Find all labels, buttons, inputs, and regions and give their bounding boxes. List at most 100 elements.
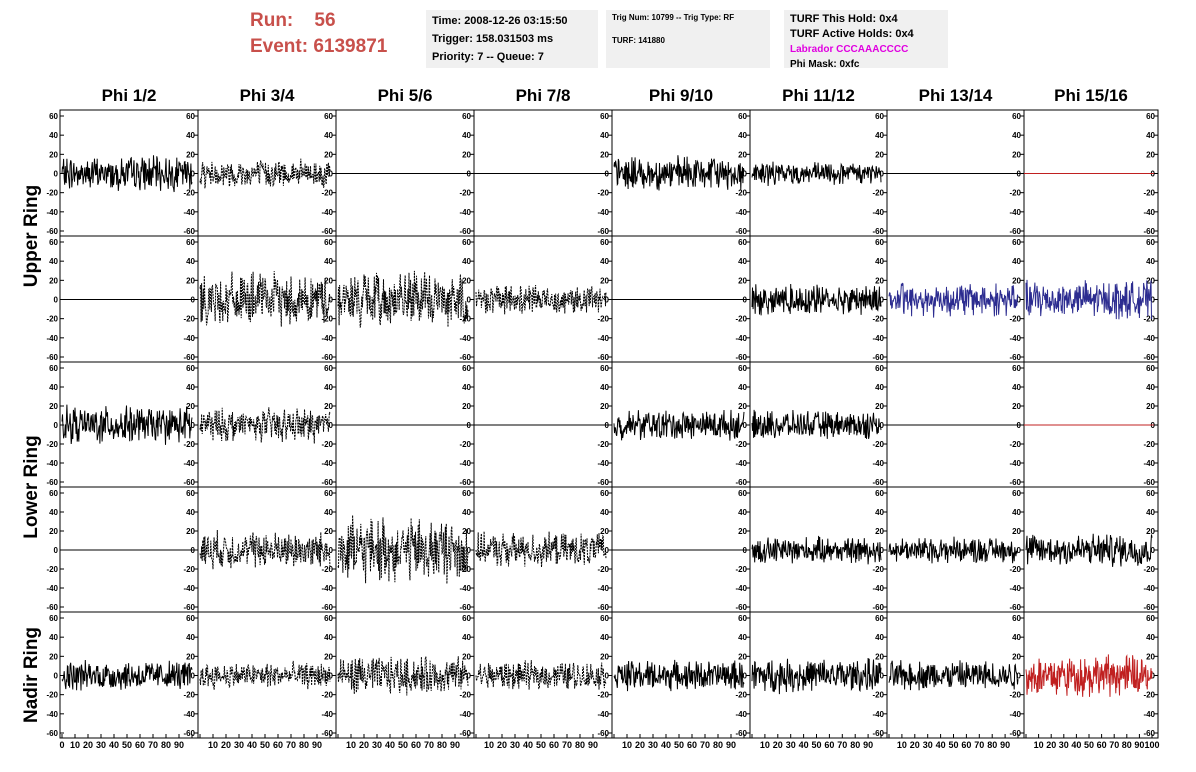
y-tick-label: -60 — [46, 478, 58, 487]
y-tick-label: 40 — [738, 257, 747, 266]
waveform-trace — [475, 531, 607, 568]
y-tick-label: -40 — [459, 584, 471, 593]
y-tick-label: 0 — [329, 170, 334, 179]
labrador-text: Labrador CCCAAACCCC — [790, 44, 909, 55]
y-tick-label: 60 — [1012, 364, 1021, 373]
y-tick-label: -40 — [1009, 334, 1021, 343]
y-tick-label: -20 — [1143, 691, 1155, 700]
x-tick-label: 30 — [96, 740, 106, 750]
y-tick-label: -60 — [872, 603, 884, 612]
y-tick-label: 0 — [467, 296, 472, 305]
waveform-trace — [199, 158, 331, 189]
x-tick-label: 30 — [648, 740, 658, 750]
y-tick-label: 20 — [324, 402, 333, 411]
y-tick-label: -20 — [46, 691, 58, 700]
x-tick-label: 10 — [1034, 740, 1044, 750]
y-tick-label: 0 — [880, 672, 885, 681]
y-tick-label: -20 — [321, 315, 333, 324]
y-tick-label: -40 — [1143, 208, 1155, 217]
y-tick-label: 0 — [1017, 296, 1022, 305]
y-tick-label: 40 — [462, 257, 471, 266]
phi-header: Phi 13/14 — [918, 86, 993, 105]
x-tick-label: 90 — [1000, 740, 1010, 750]
y-tick-label: -40 — [46, 208, 58, 217]
y-tick-label: 20 — [875, 402, 884, 411]
y-tick-label: 40 — [1146, 257, 1155, 266]
phi-header: Phi 9/10 — [648, 86, 714, 105]
y-tick-label: 60 — [600, 238, 609, 247]
y-tick-label: 40 — [600, 508, 609, 517]
y-tick-label: -40 — [321, 584, 333, 593]
y-tick-label: -40 — [735, 459, 747, 468]
x-tick-label: 60 — [411, 740, 421, 750]
y-tick-label: -40 — [735, 208, 747, 217]
waveform-trace — [199, 271, 331, 327]
x-tick-label: 60 — [273, 740, 283, 750]
y-tick-label: -60 — [1009, 227, 1021, 236]
phi-header: Phi 15/16 — [1054, 86, 1128, 105]
x-tick-label: 50 — [948, 740, 958, 750]
y-tick-label: 40 — [875, 257, 884, 266]
y-tick-label: -20 — [1009, 440, 1021, 449]
y-tick-label: 40 — [738, 633, 747, 642]
y-tick-label: -60 — [735, 478, 747, 487]
waveform-trace — [751, 161, 882, 187]
y-tick-label: 20 — [49, 527, 58, 536]
x-tick-label: 10 — [760, 740, 770, 750]
y-tick-label: -60 — [735, 603, 747, 612]
y-tick-label: -40 — [46, 459, 58, 468]
x-tick-label: 80 — [299, 740, 309, 750]
y-tick-label: 20 — [1146, 652, 1155, 661]
y-tick-label: 20 — [186, 402, 195, 411]
x-tick-label: 10 — [897, 740, 907, 750]
x-tick-label: 40 — [385, 740, 395, 750]
y-tick-label: -20 — [321, 691, 333, 700]
y-tick-label: 20 — [600, 402, 609, 411]
y-tick-label: -20 — [321, 440, 333, 449]
y-tick-label: -20 — [735, 189, 747, 198]
y-tick-label: 20 — [1146, 150, 1155, 159]
y-tick-label: 40 — [875, 383, 884, 392]
y-tick-label: -40 — [46, 334, 58, 343]
x-tick-label: 90 — [450, 740, 460, 750]
y-tick-label: -20 — [46, 315, 58, 324]
y-tick-label: -40 — [1143, 334, 1155, 343]
y-tick-label: -20 — [183, 565, 195, 574]
y-tick-label: 40 — [324, 131, 333, 140]
y-tick-label: 60 — [462, 364, 471, 373]
y-tick-label: -60 — [872, 729, 884, 738]
y-tick-label: -20 — [597, 189, 609, 198]
y-tick-label: 60 — [462, 112, 471, 121]
y-tick-label: -20 — [597, 440, 609, 449]
y-tick-label: -20 — [1143, 440, 1155, 449]
y-tick-label: 40 — [49, 131, 58, 140]
x-tick-label: 20 — [83, 740, 93, 750]
y-tick-label: 40 — [738, 131, 747, 140]
y-tick-label: 0 — [191, 170, 196, 179]
y-tick-label: -40 — [735, 710, 747, 719]
y-tick-label: -20 — [1009, 691, 1021, 700]
y-tick-label: -60 — [183, 729, 195, 738]
y-tick-label: 20 — [49, 402, 58, 411]
y-tick-label: -60 — [872, 353, 884, 362]
y-tick-label: -60 — [1143, 227, 1155, 236]
y-tick-label: 40 — [875, 633, 884, 642]
time-info-box: Time: 2008-12-26 03:15:50 Trigger: 158.0… — [426, 10, 598, 68]
y-tick-label: 60 — [1012, 489, 1021, 498]
y-tick-label: -20 — [459, 440, 471, 449]
y-tick-label: 60 — [1146, 614, 1155, 623]
y-tick-label: 60 — [600, 112, 609, 121]
y-tick-label: -60 — [735, 729, 747, 738]
x-tick-label: 30 — [1059, 740, 1069, 750]
y-tick-label: -60 — [321, 603, 333, 612]
x-tick-label: 40 — [936, 740, 946, 750]
turf-text: TURF: 141880 — [612, 36, 665, 45]
waveform-trace — [1025, 654, 1153, 697]
